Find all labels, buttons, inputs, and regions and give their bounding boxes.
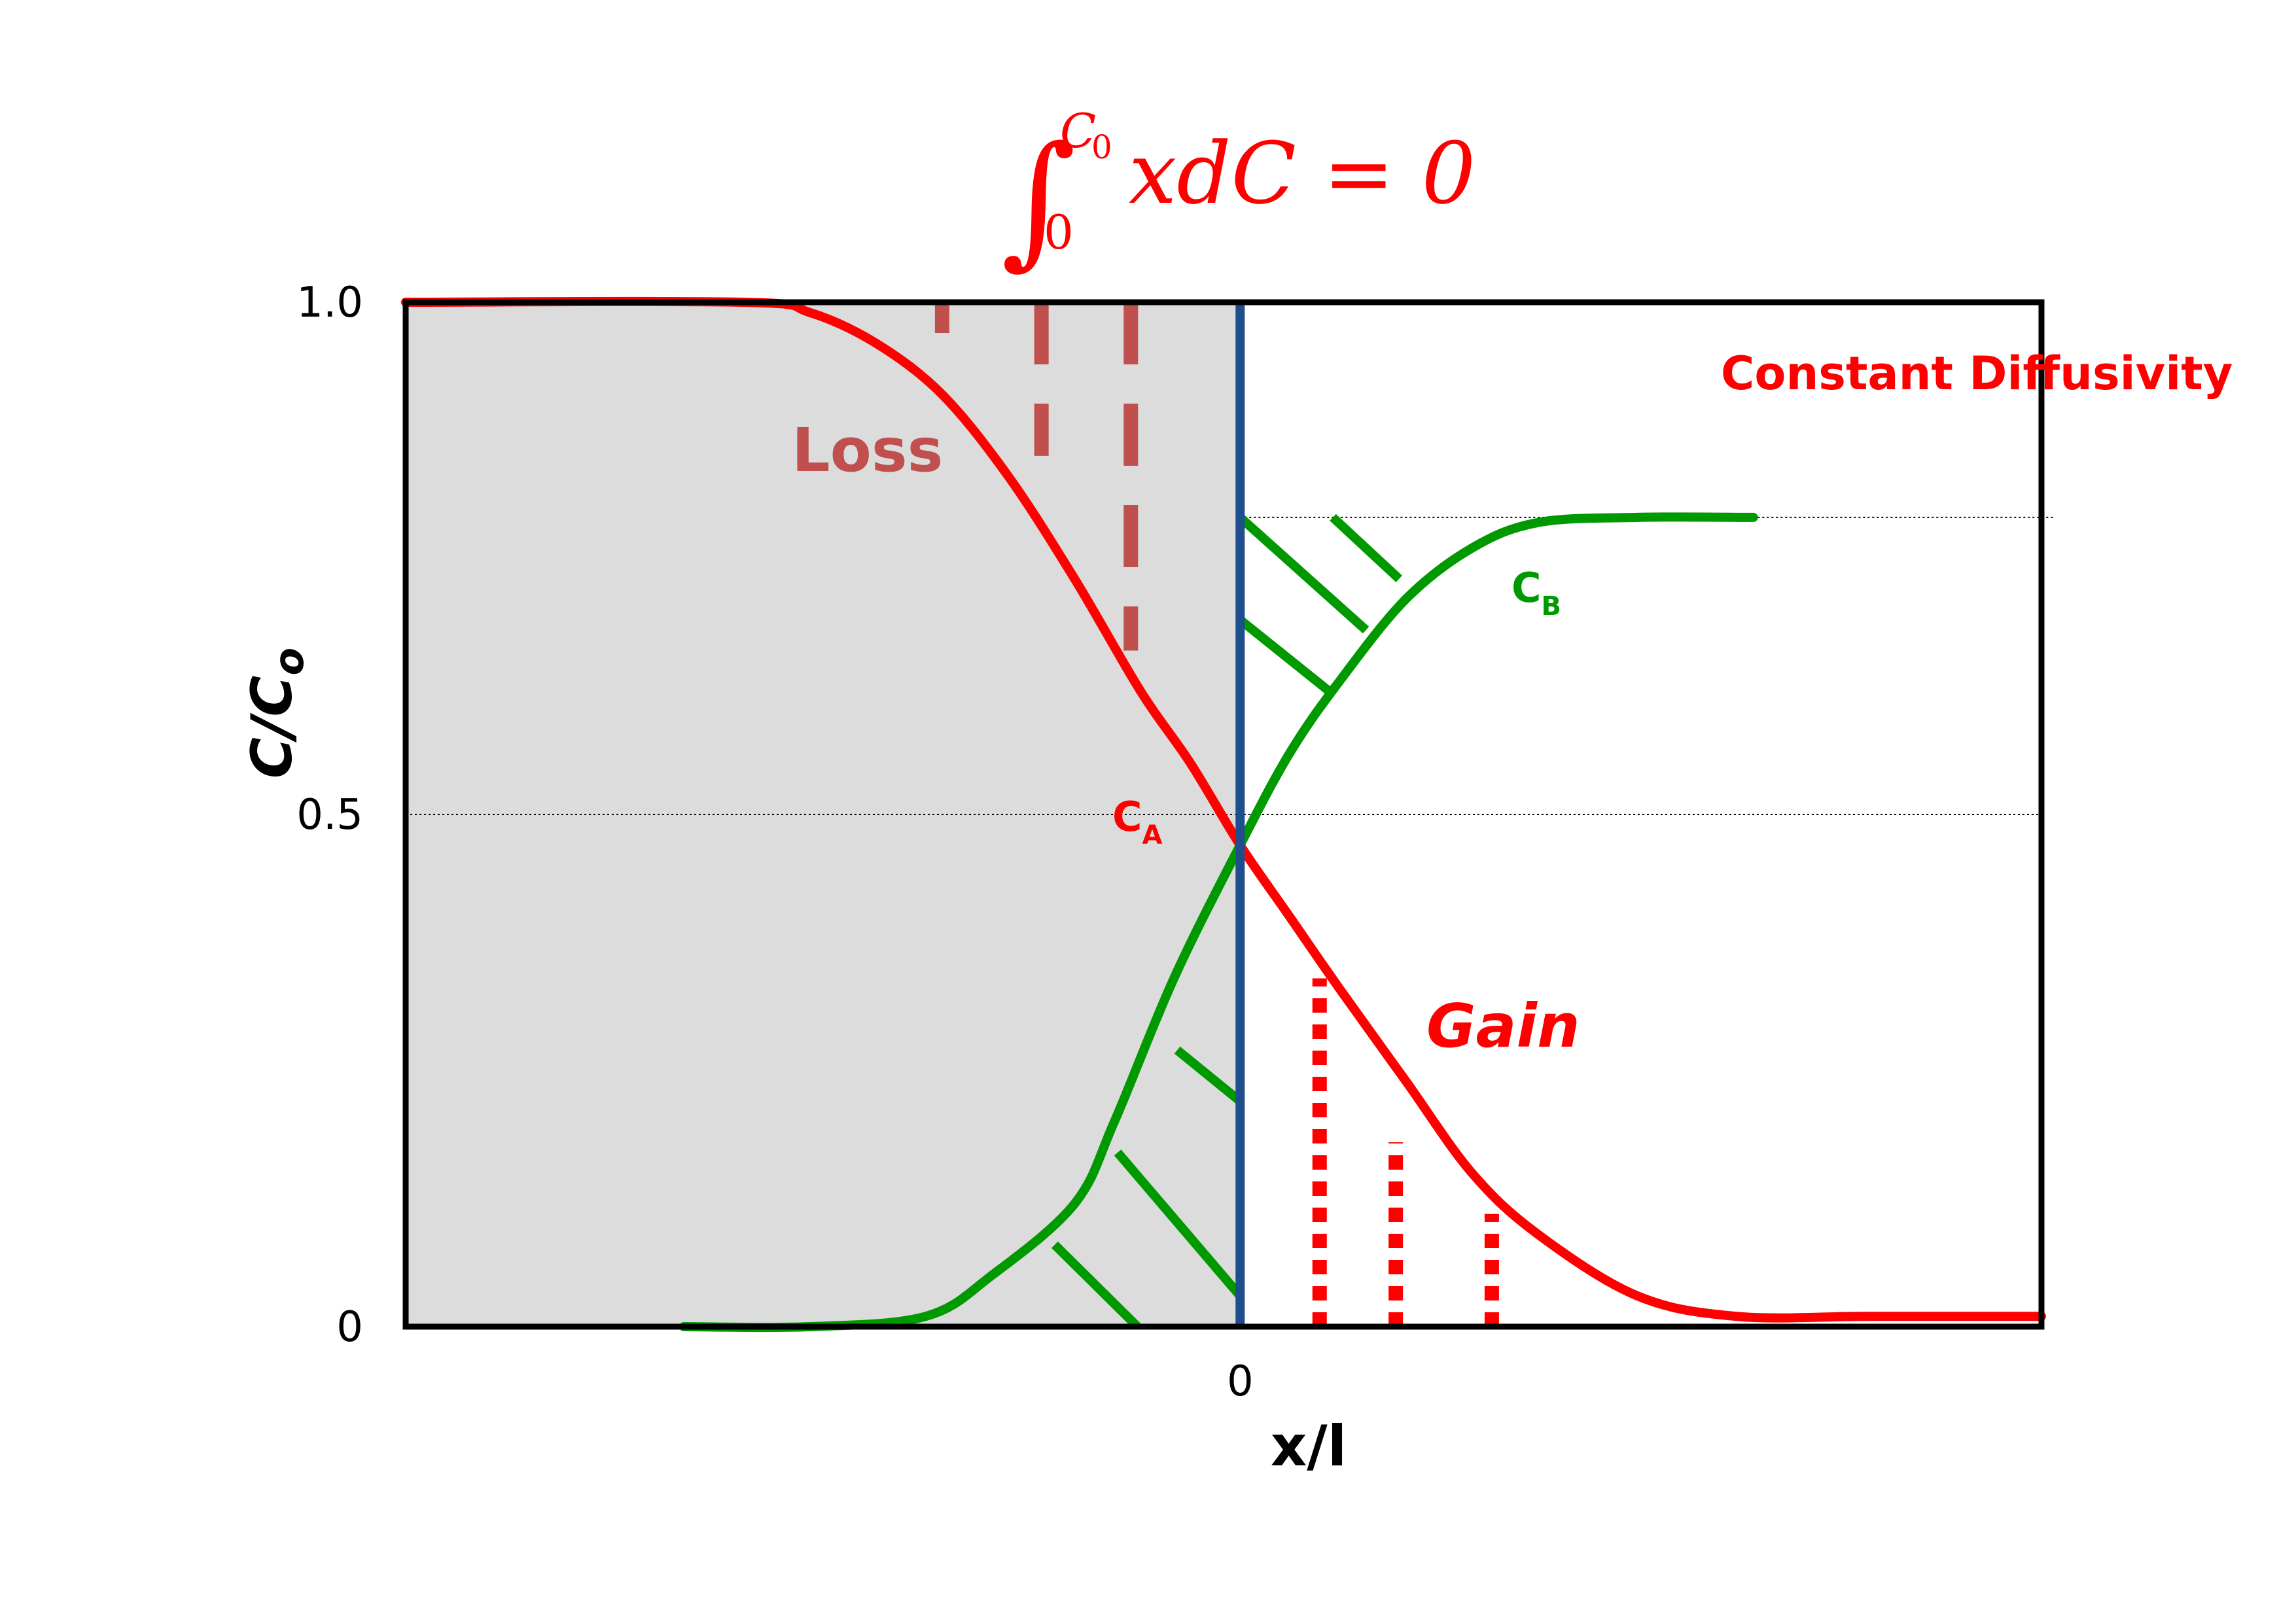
chart-title: Constant Diffusivity [1721, 347, 2233, 400]
x-tick-label: 0 [1227, 1357, 1254, 1406]
series-ca-label: CA [1112, 793, 1163, 850]
gain-label: Gain [1426, 991, 1580, 1061]
hatch-segment [1174, 1046, 1243, 1105]
hatch-segment [1051, 1241, 1141, 1330]
series-cb-line [679, 512, 1758, 1333]
gain-markers [1312, 978, 1499, 1327]
hatch-segment [1114, 1149, 1244, 1299]
x-axis-label: x/l [1271, 1414, 1347, 1479]
y-tick-label: 0.5 [296, 791, 363, 839]
equation: ∫ C 0 0 xdC = 0 [1001, 103, 1475, 283]
integral-lower-limit: 0 [1044, 205, 1074, 260]
hatch-segment [1330, 514, 1402, 582]
y-axis-label: C/Co [239, 648, 313, 778]
y-tick-label: 1.0 [296, 279, 363, 327]
loss-label: Loss [792, 415, 943, 485]
x-tick-labels: 0 [1227, 1357, 1254, 1406]
hatch-lines [1051, 514, 1402, 1330]
y-tick-label: 0 [336, 1303, 363, 1352]
hatch-segment [1237, 616, 1333, 695]
loss-markers [934, 302, 1139, 651]
y-tick-labels: 0 0.5 1.0 [296, 279, 363, 1352]
integral-upper-subscript: 0 [1091, 128, 1112, 166]
series-cb-label: CB [1511, 564, 1561, 621]
plot-frame [402, 299, 2045, 1330]
equation-body: xdC = 0 [1129, 124, 1475, 223]
integral-upper-limit: C [1060, 103, 1096, 158]
hatch-segment [1237, 514, 1369, 634]
integral-sign: ∫ [1001, 115, 1076, 283]
y-axis-label-main: C/Co [239, 648, 313, 778]
